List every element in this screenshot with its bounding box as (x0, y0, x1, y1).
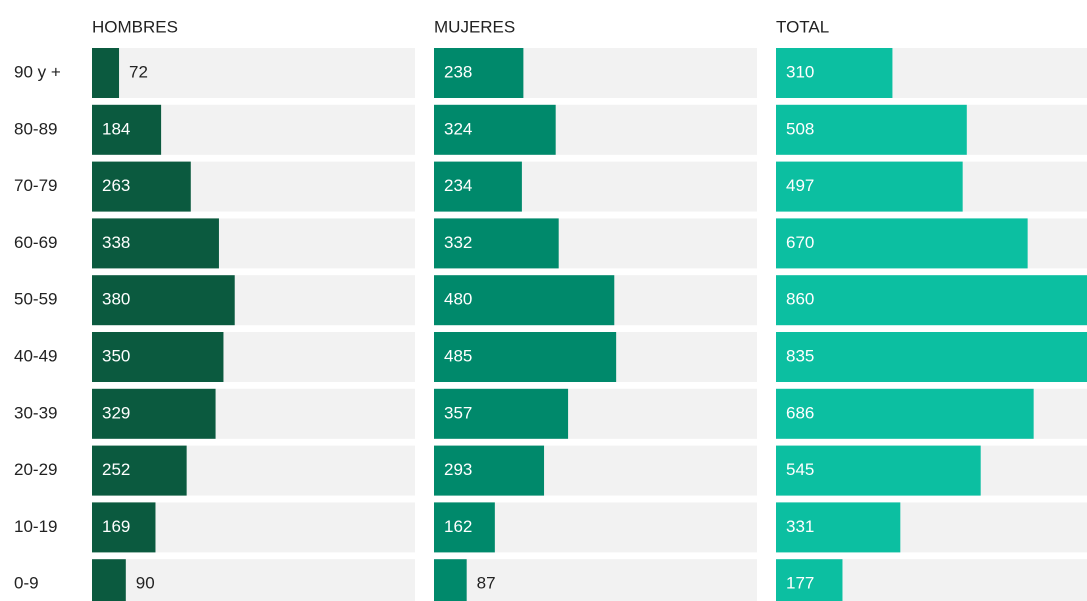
bar (776, 275, 1087, 326)
value-label: 238 (444, 62, 472, 81)
bar (92, 445, 187, 496)
value-label: 480 (444, 290, 472, 309)
category-label: 90 y + (14, 62, 61, 81)
value-label: 497 (786, 176, 814, 195)
bar (92, 161, 191, 212)
value-label: 338 (102, 233, 130, 252)
bar (92, 388, 216, 439)
value-label: 324 (444, 119, 472, 138)
bar (776, 48, 893, 98)
value-label: 670 (786, 233, 814, 252)
category-label: 50-59 (14, 290, 57, 309)
value-label: 835 (786, 346, 814, 365)
panel-title: MUJERES (434, 17, 515, 36)
bar (92, 332, 224, 382)
value-label: 329 (102, 403, 130, 422)
bar (776, 445, 981, 496)
value-label: 545 (786, 460, 814, 479)
category-label: 0-9 (14, 574, 39, 593)
value-label: 293 (444, 460, 472, 479)
bar (434, 48, 524, 98)
value-label: 252 (102, 460, 130, 479)
bar (434, 161, 522, 212)
value-label: 332 (444, 233, 472, 252)
category-label: 80-89 (14, 119, 57, 138)
bar (776, 104, 967, 155)
value-label: 357 (444, 403, 472, 422)
bar (434, 332, 617, 382)
bar-background (92, 48, 415, 98)
panel-title: TOTAL (776, 17, 829, 36)
bar (92, 48, 120, 98)
category-label: 10-19 (14, 517, 57, 536)
category-label: 60-69 (14, 233, 57, 252)
bar (776, 161, 963, 212)
value-label: 90 (136, 574, 155, 593)
bar (92, 275, 235, 326)
value-label: 169 (102, 517, 130, 536)
bar (434, 275, 615, 326)
bar (92, 502, 156, 553)
bar (776, 502, 901, 553)
value-label: 72 (129, 62, 148, 81)
value-label: 263 (102, 176, 130, 195)
panel-title: HOMBRES (92, 17, 178, 36)
bar (92, 559, 126, 601)
bar (776, 559, 843, 601)
bar (434, 104, 556, 155)
bar (434, 445, 545, 496)
category-label: 30-39 (14, 403, 57, 422)
bar-background (92, 559, 415, 601)
bar (92, 104, 162, 155)
bar (776, 218, 1028, 269)
value-label: 87 (477, 574, 496, 593)
value-label: 508 (786, 119, 814, 138)
category-label: 20-29 (14, 460, 57, 479)
bar (434, 559, 467, 601)
value-label: 177 (786, 574, 814, 593)
value-label: 331 (786, 517, 814, 536)
value-label: 234 (444, 176, 472, 195)
value-label: 485 (444, 346, 472, 365)
bar (776, 388, 1034, 439)
value-label: 350 (102, 346, 130, 365)
value-label: 310 (786, 62, 814, 81)
bar (434, 502, 495, 553)
category-label: 70-79 (14, 176, 57, 195)
bar (434, 388, 569, 439)
bar (92, 218, 219, 269)
category-label: 40-49 (14, 346, 57, 365)
bar (434, 218, 559, 269)
bar-background (434, 559, 757, 601)
value-label: 380 (102, 290, 130, 309)
value-label: 162 (444, 517, 472, 536)
value-label: 860 (786, 290, 814, 309)
value-label: 686 (786, 403, 814, 422)
value-label: 184 (102, 119, 130, 138)
bar (776, 332, 1087, 382)
